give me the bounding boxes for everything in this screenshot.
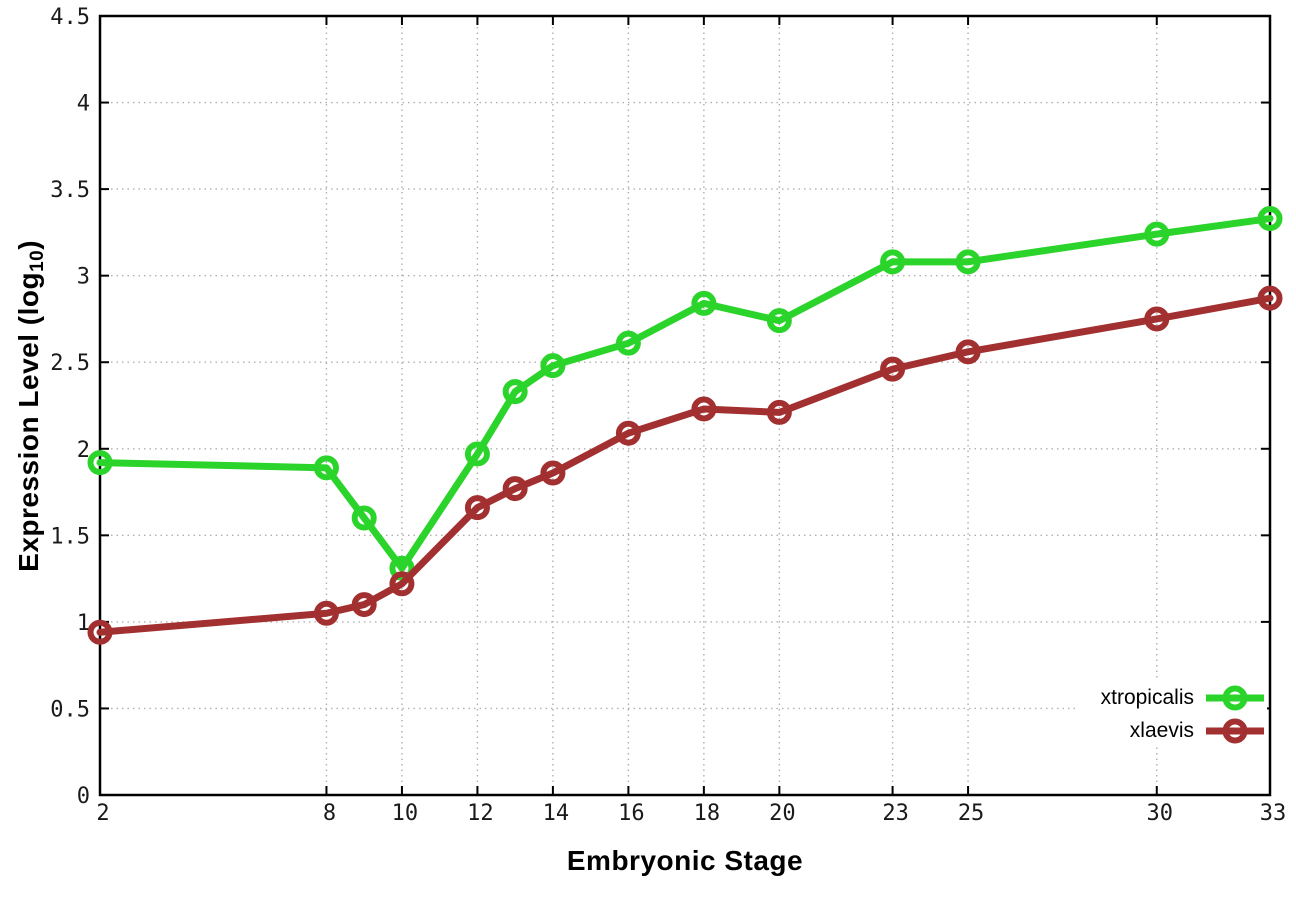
x-tick-label: 18 (694, 801, 721, 826)
legend-row-xtropicalis: xtropicalis (1075, 681, 1267, 714)
x-tick-label: 33 (1260, 801, 1287, 826)
x-tick-label: 12 (467, 801, 494, 826)
legend-label-xtropicalis: xtropicalis (1100, 685, 1194, 709)
data-point-xlaevis (389, 571, 415, 597)
data-point-xtropicalis (880, 249, 906, 275)
data-point-xlaevis (464, 495, 490, 521)
legend-label-xlaevis: xlaevis (1129, 718, 1194, 742)
data-point-xtropicalis (389, 555, 415, 581)
y-tick-label: 4 (77, 92, 90, 117)
data-point-xlaevis (502, 476, 528, 502)
data-point-xtropicalis (615, 330, 641, 356)
data-point-xtropicalis (691, 290, 717, 316)
data-point-xlaevis (313, 600, 339, 626)
x-tick-label: 20 (769, 801, 796, 826)
legend-sample-marker (1222, 685, 1248, 710)
data-point-xtropicalis (87, 450, 113, 476)
x-tick-label: 2 (96, 801, 109, 826)
data-point-xlaevis (1257, 285, 1283, 311)
y-tick-label: 4.5 (50, 5, 90, 30)
data-point-xlaevis (766, 399, 792, 425)
legend-row-xlaevis: xlaevis (1075, 714, 1267, 747)
data-point-xtropicalis (1257, 206, 1283, 232)
x-tick-label: 8 (323, 801, 336, 826)
data-point-xtropicalis (1144, 221, 1170, 247)
y-tick-label: 0.5 (50, 697, 90, 722)
data-point-xlaevis (1144, 306, 1170, 332)
x-tick-label: 16 (618, 801, 645, 826)
x-tick-label: 14 (543, 801, 570, 826)
data-point-xlaevis (955, 339, 981, 365)
data-point-xtropicalis (502, 379, 528, 405)
data-point-xlaevis (540, 460, 566, 486)
y-tick-label: 1.5 (50, 524, 90, 549)
data-point-xlaevis (87, 619, 113, 645)
data-point-xlaevis (691, 396, 717, 422)
data-point-xtropicalis (464, 441, 490, 467)
x-tick-label: 23 (882, 801, 909, 826)
series-line-xtropicalis (96, 215, 1274, 572)
x-tick-label: 25 (958, 801, 985, 826)
x-axis-title: Embryonic Stage (566, 845, 804, 876)
data-point-xlaevis (351, 592, 377, 618)
y-tick-label: 3 (77, 265, 90, 290)
data-point-xtropicalis (313, 455, 339, 481)
legend-sample-marker (1222, 718, 1248, 743)
x-tick-label: 30 (1147, 801, 1174, 826)
y-tick-label: 0 (77, 784, 90, 809)
data-point-xtropicalis (766, 308, 792, 334)
plot-border (98, 14, 1272, 797)
y-tick-label: 2.5 (50, 351, 90, 376)
data-point-xlaevis (615, 420, 641, 446)
legend-sample-xtropicalis (1206, 685, 1264, 710)
chart-legend: xtropicalis xlaevis (1075, 681, 1267, 747)
data-point-xtropicalis (351, 505, 377, 531)
y-tick-label: 3.5 (50, 178, 90, 203)
x-tick-label: 10 (392, 801, 419, 826)
y-tick-label: 2 (77, 438, 90, 463)
data-point-xtropicalis (540, 353, 566, 379)
data-point-xtropicalis (955, 249, 981, 275)
data-point-xlaevis (880, 356, 906, 382)
y-tick-label: 1 (77, 611, 90, 636)
legend-sample-xlaevis (1206, 718, 1264, 743)
